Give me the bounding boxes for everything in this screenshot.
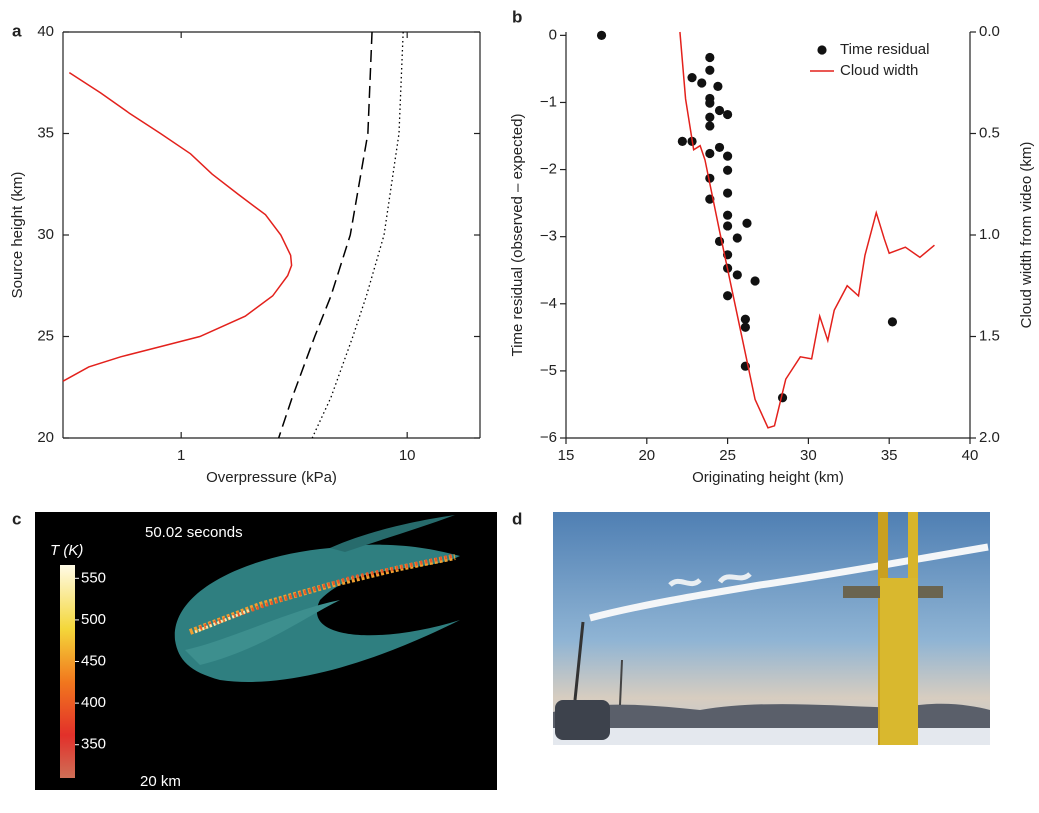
colorbar-tick-label: 500 [81, 611, 106, 628]
y2-tick-label: 2.0 [979, 429, 1000, 446]
data-point [705, 112, 715, 122]
data-line [62, 71, 293, 382]
data-point [723, 221, 733, 231]
data-point [705, 52, 715, 63]
simulation-image [35, 512, 497, 790]
y-tick-label: −4 [540, 295, 557, 312]
y-tick-label: −2 [540, 161, 557, 178]
y-tick-label: −3 [540, 228, 557, 245]
x-tick-label: 40 [962, 447, 979, 464]
data-point [742, 218, 752, 228]
x-tick-label: 1 [177, 447, 185, 464]
colorbar-label: T (K) [50, 542, 83, 559]
panel-label: d [512, 509, 522, 528]
legend-label: Time residual [840, 41, 929, 58]
y-tick-label: 25 [37, 327, 54, 344]
scale-bar-label: 20 km [140, 773, 181, 790]
panel-label: c [12, 509, 21, 528]
data-point [697, 78, 707, 88]
x-tick-label: 15 [558, 447, 575, 464]
data-point [714, 142, 725, 153]
y-axis-label: Time residual (observed – expected) [509, 114, 526, 357]
x-tick-label: 30 [800, 447, 817, 464]
x-tick-label: 10 [399, 447, 416, 464]
y-tick-label: −1 [540, 93, 557, 110]
data-line [311, 31, 404, 439]
colorbar [60, 565, 75, 778]
y2-axis-label: Cloud width from video (km) [1018, 142, 1035, 329]
y-tick-label: 20 [37, 429, 54, 446]
y-tick-label: 30 [37, 226, 54, 243]
data-point [723, 165, 733, 175]
y-tick-label: 0 [549, 26, 557, 43]
x-tick-label: 20 [638, 447, 655, 464]
data-point [740, 322, 750, 332]
data-point [705, 148, 715, 159]
data-point [750, 276, 760, 286]
data-line [277, 31, 373, 439]
data-point [723, 151, 733, 161]
y2-tick-label: 1.0 [979, 226, 1000, 243]
photo [553, 512, 990, 745]
x-axis-label: Originating height (km) [692, 469, 844, 486]
data-line [679, 31, 935, 429]
y2-tick-label: 0.5 [979, 124, 1000, 141]
time-label: 50.02 seconds [145, 524, 243, 541]
data-point [723, 109, 733, 120]
data-point [713, 81, 723, 91]
legend-marker [817, 45, 827, 55]
panel-label: a [12, 21, 22, 40]
data-point [732, 270, 742, 280]
y-tick-label: 35 [37, 124, 54, 141]
y-tick-label: −5 [540, 362, 557, 379]
colorbar-tick-label: 450 [81, 652, 106, 669]
y-tick-label: −6 [540, 429, 557, 446]
data-point [723, 210, 733, 220]
data-point [705, 121, 715, 131]
data-point [714, 105, 725, 116]
legend-label: Cloud width [840, 62, 918, 79]
data-point [740, 314, 750, 324]
panel-label: b [512, 7, 522, 26]
y-tick-label: 40 [37, 23, 54, 40]
y2-tick-label: 1.5 [979, 327, 1000, 344]
data-point [723, 188, 733, 198]
scale-bar [118, 795, 220, 803]
data-point [705, 65, 715, 75]
colorbar-tick-label: 550 [81, 569, 106, 586]
data-point [732, 233, 742, 243]
x-axis-label: Overpressure (kPa) [206, 469, 337, 486]
x-tick-label: 35 [881, 447, 898, 464]
data-point [705, 98, 715, 108]
data-point [677, 136, 687, 146]
y-axis-label: Source height (km) [9, 172, 26, 299]
data-point [687, 73, 697, 83]
data-point [723, 291, 733, 301]
data-point [596, 30, 607, 40]
colorbar-tick-label: 400 [81, 694, 106, 711]
data-point [887, 317, 898, 327]
colorbar-tick-label: 350 [81, 736, 106, 753]
x-tick-label: 25 [719, 447, 736, 464]
y2-tick-label: 0.0 [979, 23, 1000, 40]
